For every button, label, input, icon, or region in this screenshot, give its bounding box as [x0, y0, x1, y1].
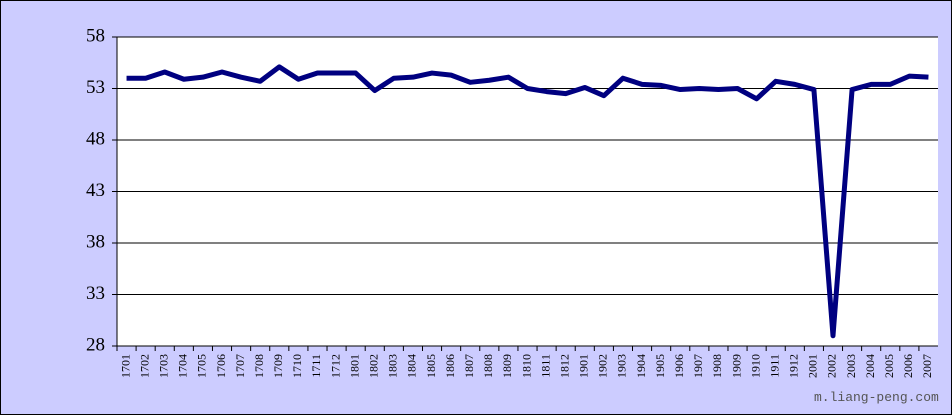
x-tick-label: 1806: [443, 354, 457, 378]
x-tick-label: 1907: [691, 354, 705, 378]
x-tick-label: 2005: [882, 354, 896, 378]
x-tick-label: 1911: [767, 354, 781, 378]
x-tick-label: 1808: [481, 354, 495, 378]
x-tick-label: 1810: [519, 354, 533, 378]
x-tick-label: 1809: [500, 354, 514, 378]
x-tick-label: 1805: [424, 354, 438, 378]
y-tick-label: 53: [86, 77, 105, 98]
x-tick-label: 1712: [328, 354, 342, 378]
y-tick-label: 43: [86, 180, 105, 201]
x-tick-label: 2004: [863, 354, 877, 378]
x-tick-label: 1906: [672, 354, 686, 378]
x-tick-label: 1807: [462, 354, 476, 378]
x-tick-label: 1908: [710, 354, 724, 378]
y-tick-label: 33: [86, 283, 105, 304]
x-tick-label: 1701: [118, 354, 132, 378]
x-tick-label: 1702: [137, 354, 151, 378]
x-tick-label: 1905: [653, 354, 667, 378]
y-tick-label: 38: [86, 231, 105, 252]
x-tick-label: 2001: [806, 354, 820, 378]
y-tick-label: 48: [86, 128, 105, 149]
x-tick-label: 1711: [309, 354, 323, 378]
y-tick-label: 28: [86, 334, 105, 355]
x-tick-label: 1704: [176, 354, 190, 378]
x-tick-label: 1904: [634, 354, 648, 378]
x-tick-label: 2006: [901, 354, 915, 378]
x-tick-label: 1902: [596, 354, 610, 378]
x-tick-label: 1901: [577, 354, 591, 378]
x-tick-label: 1909: [729, 354, 743, 378]
x-tick-label: 1804: [405, 354, 419, 378]
x-tick-label: 1709: [271, 354, 285, 378]
x-tick-label: 1706: [214, 354, 228, 378]
x-tick-label: 2003: [844, 354, 858, 378]
x-tick-label: 1707: [233, 354, 247, 378]
x-tick-label: 1705: [195, 354, 209, 378]
x-tick-label: 1801: [347, 354, 361, 378]
x-tick-label: 1802: [367, 354, 381, 378]
data-line: [126, 64, 929, 339]
x-tick-label: 1811: [538, 354, 552, 378]
watermark: m.liang-peng.com: [814, 390, 939, 405]
x-tick-label: 2007: [920, 354, 934, 378]
x-tick-label: 2002: [825, 354, 839, 378]
x-tick-label: 1710: [290, 354, 304, 378]
x-tick-label: 1708: [252, 354, 266, 378]
y-tick-label: 58: [86, 25, 105, 46]
x-tick-label: 1910: [748, 354, 762, 378]
x-tick-label: 1703: [156, 354, 170, 378]
x-tick-label: 1912: [787, 354, 801, 378]
x-tick-label: 1903: [615, 354, 629, 378]
x-tick-label: 1812: [557, 354, 571, 378]
x-tick-label: 1803: [386, 354, 400, 378]
